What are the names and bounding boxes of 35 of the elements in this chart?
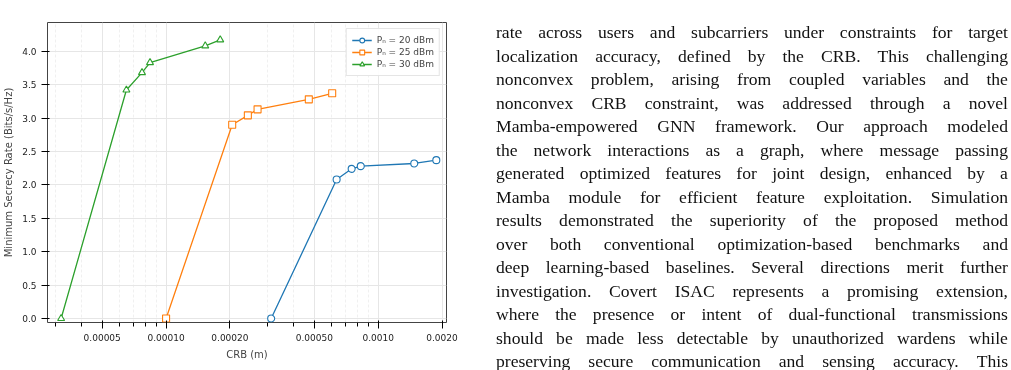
- y-tick-label: 0.0: [22, 313, 37, 324]
- y-axis-title: Minimum Secrecy Rate (Bits/s/Hz): [3, 87, 15, 258]
- text: over both conventional optimization-based benchmarks and: [496, 233, 1008, 254]
- x-tick-label: 0.00010: [147, 332, 185, 343]
- y-tick-label: 1.0: [22, 247, 37, 258]
- y-tick-label: 0.5: [22, 280, 37, 291]
- legend-label: Pₙ = 20 dBm: [376, 34, 434, 46]
- text: generated optimized features for joint design, enhanced by a: [496, 163, 1008, 183]
- text: should be made less detectable by unauthorized wardens while: [496, 327, 1008, 348]
- y-tick-label: 4.0: [22, 46, 37, 57]
- y-tick-label: 3.5: [22, 80, 37, 91]
- text: preserving secure communication and sensing accuracy. This: [496, 350, 1008, 370]
- text: deep learning-based baselines. Several directions merit further: [496, 256, 1008, 279]
- y-tick-label: 2.5: [22, 146, 37, 157]
- text: Mamba module for efficient feature exploitation. Simulation: [496, 185, 1008, 209]
- legend-label: Pₙ = 30 dBm: [376, 58, 434, 70]
- x-tick-label: 0.00050: [295, 332, 334, 343]
- y-tick-label: 2.0: [22, 180, 37, 191]
- y-tick-label: 1.5: [22, 213, 37, 224]
- x-tick-label: 0.0010: [362, 332, 395, 343]
- x-axis-title: CRB (m): [226, 348, 268, 360]
- text: localization accuracy, defined by the CRB. This challenging: [496, 44, 1008, 68]
- y-tick-label: 3.0: [22, 113, 37, 124]
- x-tick-label: 0.00020: [211, 332, 249, 343]
- text: investigation. Covert ISAC represents a promising extension,: [496, 279, 1008, 303]
- x-tick-label: 0.00005: [83, 332, 121, 343]
- text: where the presence or intent of dual-functional transmissions: [496, 303, 1008, 326]
- text: Mamba-empowered GNN framework. Our approach modeled: [496, 115, 1008, 138]
- text: nonconvex CRB constraint, was addressed through a novel: [496, 91, 1008, 115]
- x-tick-label: 0.0020: [426, 332, 459, 343]
- text: the network interactions as a graph, where message passing: [496, 139, 1008, 160]
- text: results demonstrated the superiority of the proposed method: [496, 209, 1008, 232]
- legend-label: Pₙ = 25 dBm: [376, 46, 434, 58]
- text: rate across users and subcarriers under constraints for target: [496, 22, 1008, 42]
- text: nonconvex problem, arising from coupled variables and the: [496, 68, 1008, 91]
